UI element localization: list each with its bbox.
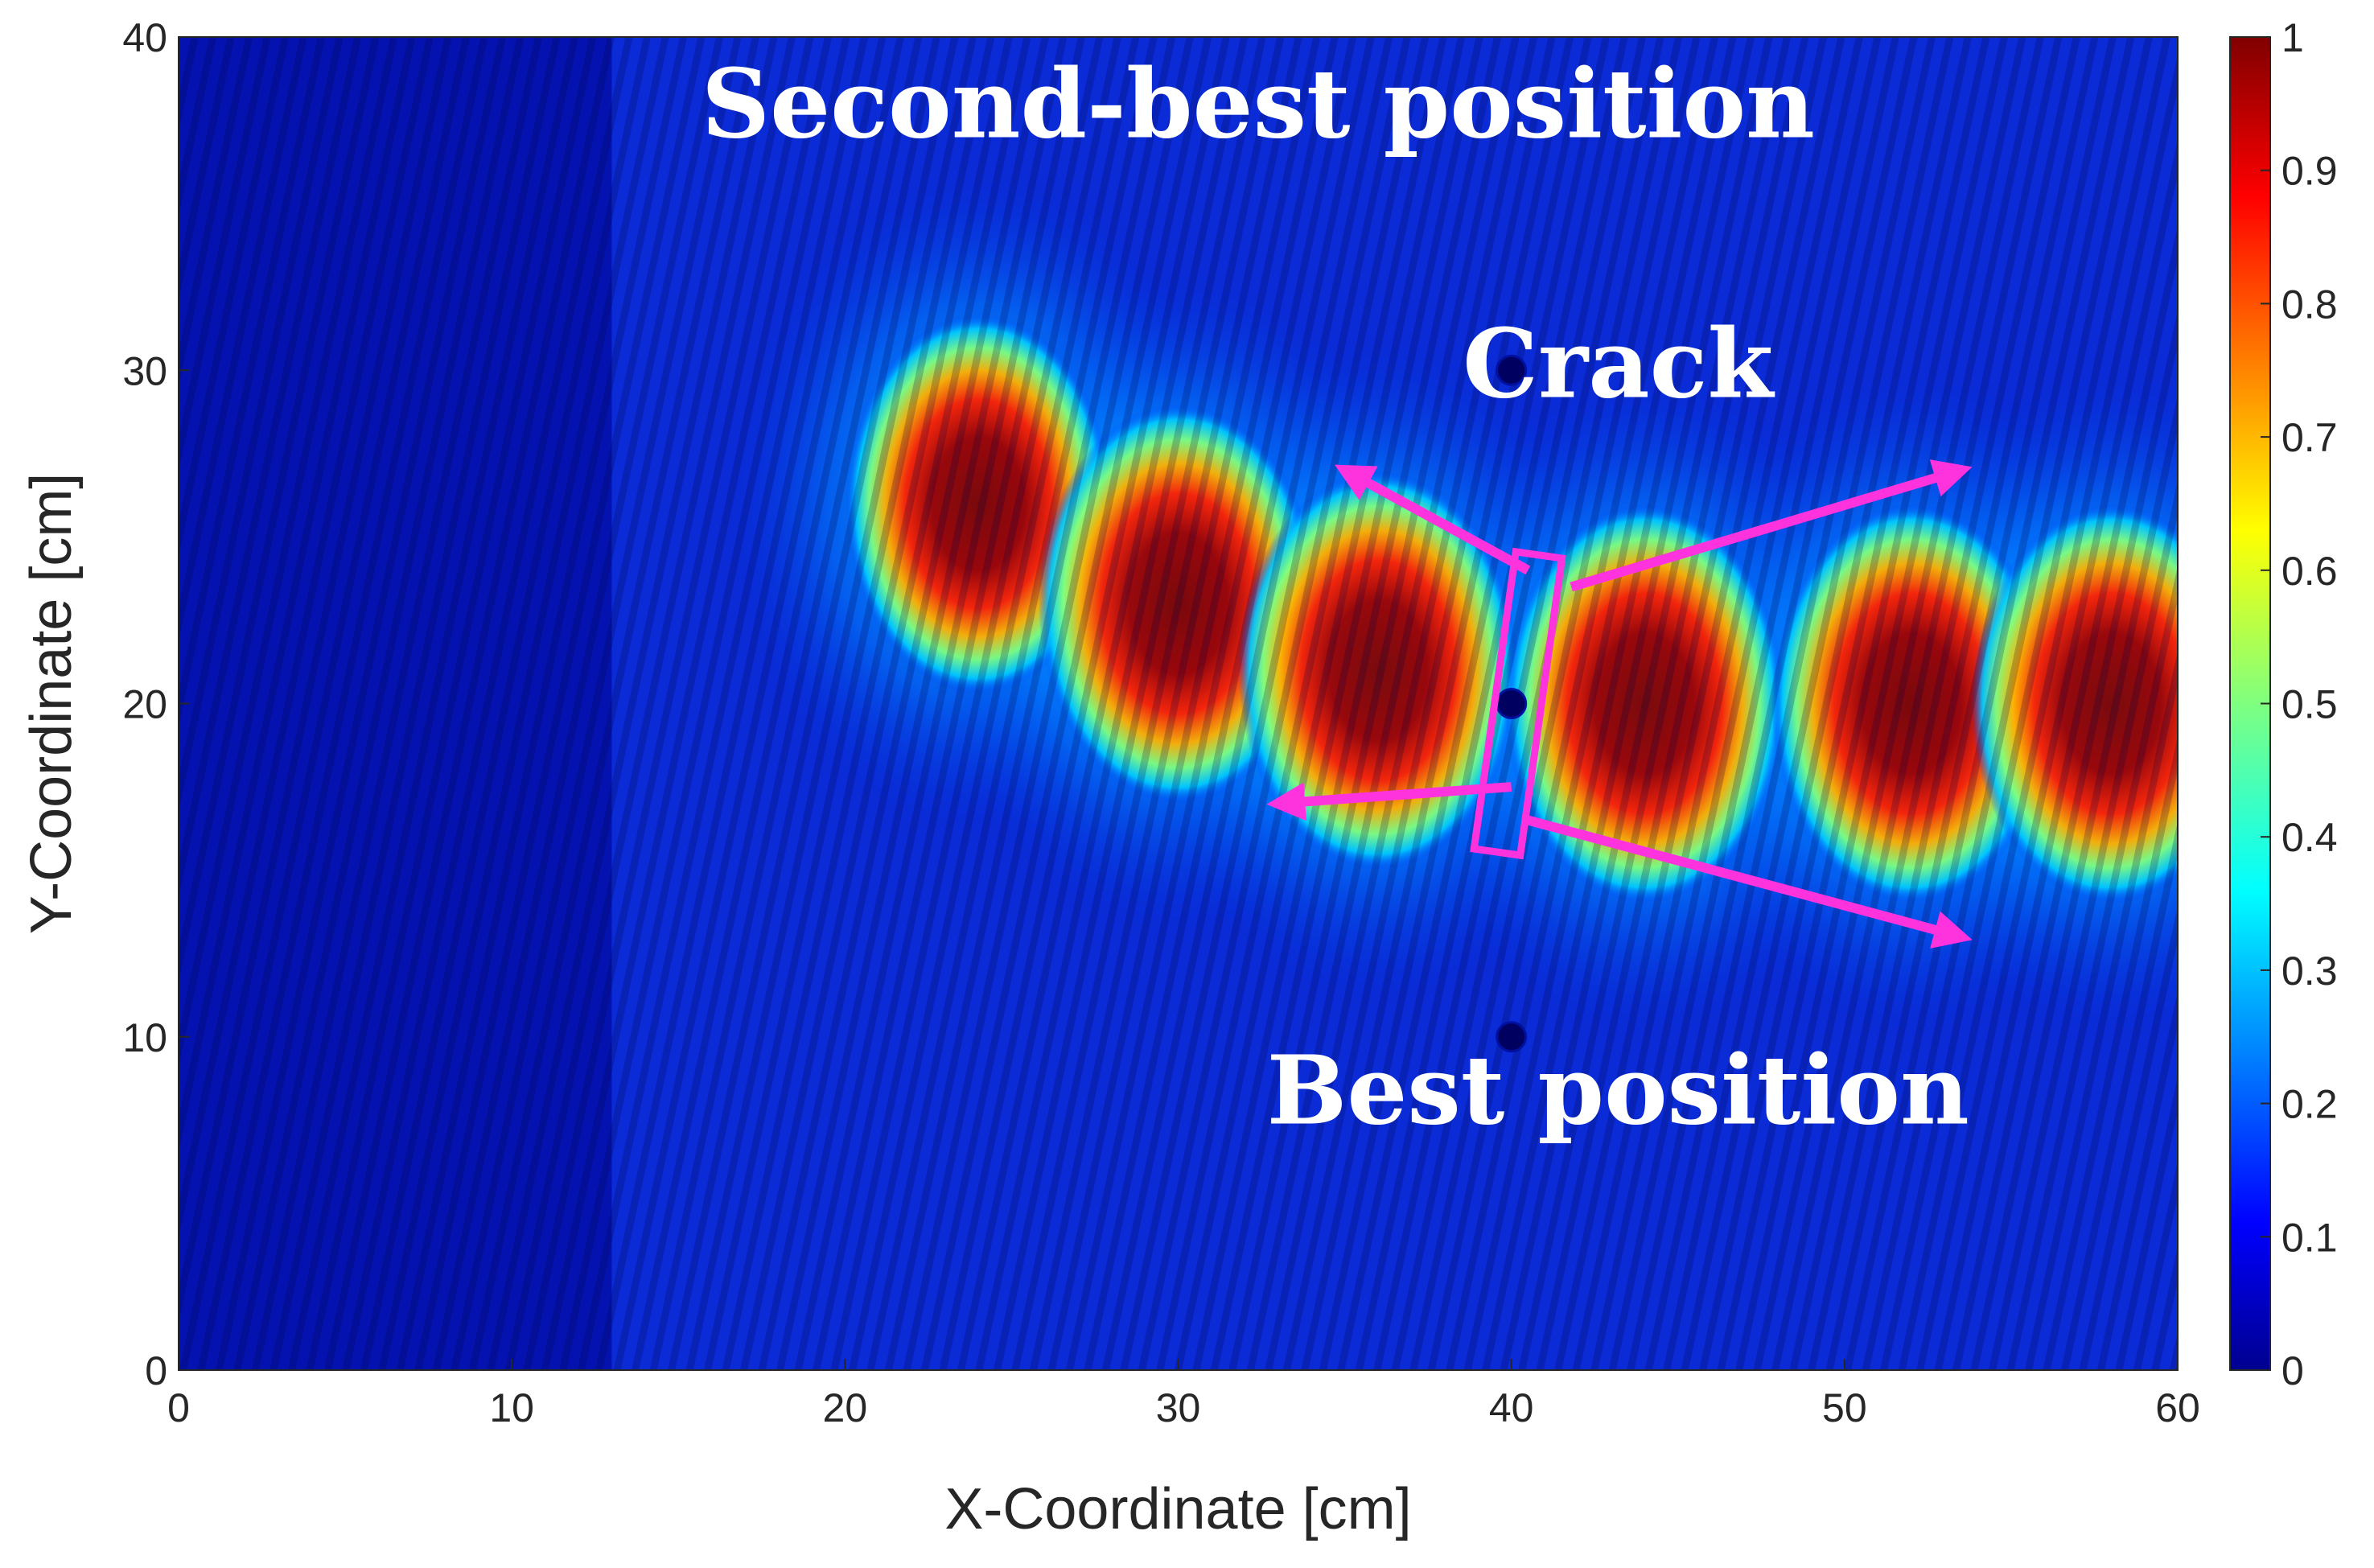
cbar-tick-label-6: 0.6	[2281, 549, 2338, 594]
y-tick-label-2: 20	[122, 682, 167, 727]
cbar-tick-label-9: 0.9	[2281, 149, 2338, 194]
arrow-3	[1526, 815, 1973, 949]
sensor-marker-1	[1496, 688, 1528, 719]
marker-layer	[1496, 354, 1528, 1053]
arrow-layer	[1266, 459, 1973, 949]
annotation-2: Best position	[1267, 1034, 1969, 1146]
arrow-2	[1266, 782, 1512, 821]
annotation-layer: Second-best position Crack Best position	[702, 47, 1969, 1146]
arrow-0	[1334, 464, 1531, 575]
cbar-tick-label-3: 0.3	[2281, 949, 2338, 994]
arrow-1	[1570, 459, 1973, 592]
crack-box	[1470, 547, 1566, 860]
cbar-tick-label-8: 0.8	[2281, 282, 2338, 327]
y-axis-ticks: 0 10 20 30 40	[122, 15, 190, 1393]
x-tick-label-5: 50	[1822, 1385, 1867, 1430]
colorbar-ticks: 0 0.1 0.2 0.3 0.4 0.5 0.6 0.7 0.8 0.9 1	[2261, 15, 2338, 1393]
y-tick-label-3: 30	[122, 348, 167, 393]
cbar-tick-label-4: 0.4	[2281, 815, 2338, 860]
y-axis-label: Y-Coordinate [cm]	[19, 473, 84, 935]
cbar-tick-label-5: 0.5	[2281, 682, 2338, 727]
crack-layer	[1470, 547, 1566, 860]
x-tick-label-3: 30	[1156, 1385, 1201, 1430]
annotation-0: Second-best position	[702, 47, 1815, 159]
x-tick-label-2: 20	[823, 1385, 868, 1430]
cbar-tick-label-10: 1	[2281, 15, 2304, 60]
y-tick-label-1: 10	[122, 1015, 167, 1060]
cbar-tick-label-0: 0	[2281, 1348, 2304, 1393]
y-tick-label-0: 0	[145, 1348, 167, 1393]
y-tick-label-4: 40	[122, 15, 167, 60]
x-axis-label: X-Coordinate [cm]	[944, 1477, 1411, 1541]
cbar-tick-label-2: 0.2	[2281, 1082, 2338, 1127]
plot-area: Second-best position Crack Best position	[179, 37, 2178, 1370]
x-axis-ticks: 0 10 20 30 40 50 60	[167, 1359, 2200, 1430]
fringe-texture	[179, 37, 2178, 1370]
annotation-1: Crack	[1463, 307, 1775, 419]
cbar-tick-label-7: 0.7	[2281, 415, 2338, 460]
x-tick-label-6: 60	[2155, 1385, 2200, 1430]
cbar-tick-label-1: 0.1	[2281, 1215, 2338, 1260]
x-tick-label-1: 10	[489, 1385, 534, 1430]
sensor-marker-2	[1496, 1021, 1528, 1053]
sensor-marker-0	[1496, 354, 1528, 386]
x-tick-label-4: 40	[1489, 1385, 1534, 1430]
x-tick-label-0: 0	[167, 1385, 190, 1430]
